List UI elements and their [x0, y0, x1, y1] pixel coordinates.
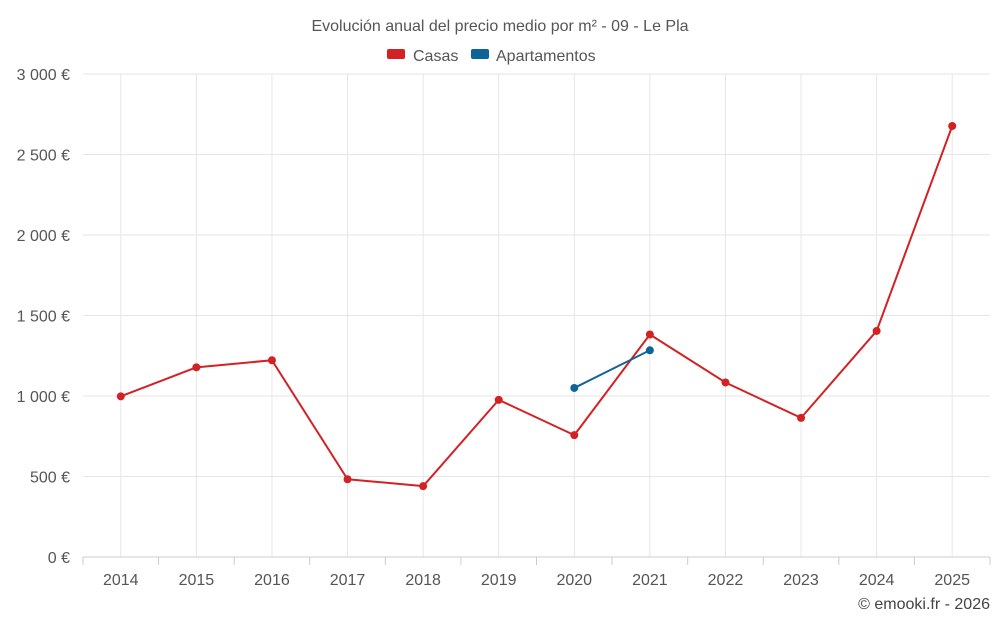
data-point-apartamentos[interactable]: [645, 346, 654, 355]
grid: [83, 73, 990, 557]
data-point-casas[interactable]: [645, 330, 654, 339]
legend-swatch-casas: [387, 49, 405, 59]
legend-label-apartamentos: Apartamentos: [496, 48, 596, 65]
legend-item-casas[interactable]: Casas: [387, 48, 458, 65]
y-tick-label: 3 000 €: [17, 67, 70, 84]
data-point-casas[interactable]: [419, 482, 428, 491]
y-tick-label: 2 500 €: [17, 148, 70, 165]
data-point-casas[interactable]: [267, 356, 276, 365]
data-point-apartamentos[interactable]: [570, 383, 579, 392]
series-line-casas: [120, 125, 954, 488]
x-tick-label: 2018: [405, 572, 441, 589]
legend-item-apartamentos[interactable]: Apartamentos: [471, 48, 596, 65]
x-tick-label: 2014: [103, 572, 139, 589]
y-tick-label: 1 000 €: [17, 389, 70, 406]
data-point-casas[interactable]: [343, 475, 352, 484]
series-layer: [116, 122, 957, 491]
data-point-casas[interactable]: [494, 395, 503, 404]
x-tick-label: 2021: [632, 572, 668, 589]
data-point-casas[interactable]: [948, 122, 957, 131]
legend-swatch-apartamentos: [471, 49, 489, 59]
x-tick-label: 2016: [254, 572, 290, 589]
x-tick-label: 2024: [859, 572, 895, 589]
y-tick-label: 500 €: [30, 470, 70, 487]
data-point-casas[interactable]: [116, 392, 125, 401]
data-point-casas[interactable]: [570, 431, 579, 440]
x-tick-label: 2019: [481, 572, 517, 589]
legend: Casas Apartamentos: [387, 48, 596, 65]
data-point-casas[interactable]: [872, 326, 881, 335]
x-tick-label: 2023: [783, 572, 819, 589]
y-tick-label: 1 500 €: [17, 309, 70, 326]
credit-text: © emooki.fr - 2026: [858, 596, 990, 613]
legend-label-casas: Casas: [413, 48, 458, 65]
x-tick-label: 2025: [934, 572, 970, 589]
x-tick-label: 2022: [708, 572, 744, 589]
data-point-casas[interactable]: [192, 363, 201, 372]
chart-title: Evolución anual del precio medio por m² …: [311, 18, 688, 35]
y-tick-label: 0 €: [48, 550, 70, 567]
data-point-casas[interactable]: [797, 413, 806, 422]
data-point-casas[interactable]: [721, 378, 730, 387]
x-tick-label: 2015: [179, 572, 215, 589]
series-line-apartamentos: [573, 349, 651, 389]
x-tick-label: 2017: [330, 572, 366, 589]
x-tick-label: 2020: [556, 572, 592, 589]
y-tick-label: 2 000 €: [17, 228, 70, 245]
axes: 0 € 500 € 1 000 € 1 500 € 2 000 € 2 500 € 3 00…: [17, 67, 991, 589]
